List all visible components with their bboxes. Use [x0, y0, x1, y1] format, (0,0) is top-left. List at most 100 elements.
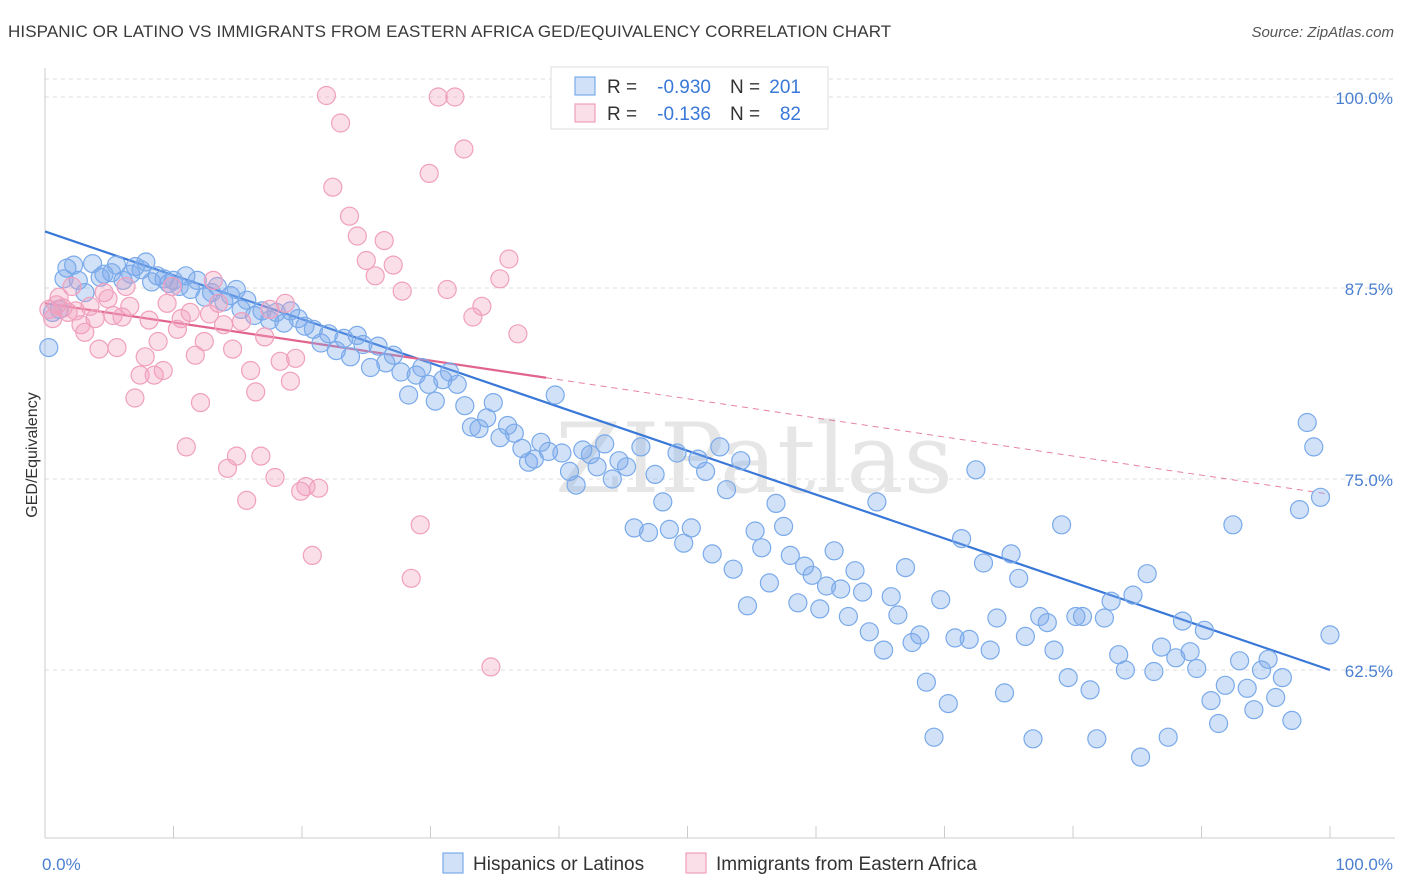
point-hispanics-45 [319, 324, 339, 344]
trend-line-hispanics [44, 230, 1331, 672]
point-eastern-africa-51 [270, 351, 290, 371]
point-eastern-africa-26 [153, 360, 173, 381]
point-hispanics-39 [274, 313, 294, 333]
point-hispanics-163 [1158, 727, 1178, 747]
point-hispanics-177 [1258, 649, 1278, 669]
point-eastern-africa-10 [80, 296, 100, 316]
point-hispanics-18 [142, 272, 162, 292]
point-hispanics-172 [1223, 515, 1243, 535]
legend-swatch-1 [574, 103, 596, 123]
point-hispanics-141 [1001, 544, 1021, 564]
legend-n-label-1: N = [730, 104, 760, 125]
point-eastern-africa-52 [275, 293, 295, 313]
y-tick-label-2: 75.0% [1345, 471, 1393, 490]
point-hispanics-137 [973, 553, 994, 573]
point-hispanics-161 [1144, 661, 1164, 682]
point-hispanics-169 [1201, 690, 1221, 711]
point-hispanics-129 [916, 672, 937, 692]
point-hispanics-3 [54, 269, 74, 289]
point-eastern-africa-62 [339, 206, 360, 226]
point-hispanics-56 [399, 385, 419, 405]
point-hispanics-120 [852, 582, 873, 602]
point-hispanics-167 [1187, 658, 1207, 679]
point-hispanics-164 [1166, 648, 1186, 668]
point-hispanics-173 [1229, 651, 1250, 671]
point-hispanics-59 [419, 374, 439, 394]
y-tick-label-1: 87.5% [1345, 280, 1393, 299]
point-hispanics-119 [845, 561, 865, 581]
point-hispanics-128 [910, 625, 930, 645]
point-eastern-africa-59 [316, 85, 336, 106]
legend-n-value-0: 201 [769, 77, 801, 98]
point-eastern-africa-46 [246, 382, 266, 402]
point-hispanics-126 [895, 557, 916, 578]
point-hispanics-71 [504, 423, 524, 443]
point-eastern-africa-63 [347, 226, 367, 246]
point-eastern-africa-81 [508, 324, 528, 344]
y-tick-label-0: 100.0% [1335, 89, 1393, 108]
legend-n-label-0: N = [730, 77, 760, 98]
point-hispanics-149 [1058, 667, 1078, 688]
point-hispanics-179 [1272, 667, 1293, 688]
data-points [39, 85, 1340, 767]
point-hispanics-155 [1101, 591, 1121, 611]
point-hispanics-105 [745, 521, 765, 541]
point-eastern-africa-21 [130, 365, 150, 385]
bottom-legend-label-1: Immigrants from Eastern Africa [716, 854, 977, 875]
point-hispanics-93 [659, 519, 680, 540]
point-hispanics-94 [667, 443, 687, 463]
point-eastern-africa-53 [280, 371, 300, 391]
point-hispanics-70 [498, 415, 518, 436]
point-hispanics-148 [1051, 515, 1072, 535]
point-hispanics-110 [780, 545, 800, 566]
point-hispanics-170 [1208, 713, 1229, 734]
point-hispanics-157 [1115, 660, 1136, 680]
point-eastern-africa-60 [323, 177, 343, 197]
point-eastern-africa-67 [383, 255, 403, 275]
point-eastern-africa-19 [120, 296, 140, 316]
trend-line-eastern-africa-dashed [546, 377, 1331, 495]
point-hispanics-99 [702, 544, 722, 564]
point-hispanics-180 [1282, 710, 1302, 731]
point-hispanics-68 [483, 393, 503, 413]
point-eastern-africa-42 [226, 446, 247, 466]
point-eastern-africa-5 [58, 302, 78, 322]
point-hispanics-101 [716, 480, 737, 500]
point-hispanics-97 [688, 449, 708, 469]
point-eastern-africa-33 [185, 345, 205, 365]
point-eastern-africa-64 [356, 250, 376, 271]
legend-r-label-1: R = [607, 104, 637, 125]
point-eastern-africa-80 [499, 249, 519, 269]
point-eastern-africa-12 [89, 339, 109, 359]
point-hispanics-108 [766, 493, 786, 513]
point-hispanics-109 [773, 516, 794, 537]
point-hispanics-92 [653, 492, 673, 512]
point-hispanics-91 [645, 464, 665, 484]
point-eastern-africa-78 [481, 657, 501, 677]
point-hispanics-55 [391, 362, 411, 382]
point-hispanics-77 [545, 385, 565, 405]
point-hispanics-176 [1251, 660, 1272, 680]
point-hispanics-152 [1080, 680, 1100, 700]
point-hispanics-154 [1094, 608, 1115, 628]
legend-r-label-0: R = [607, 77, 637, 98]
point-hispanics-17 [136, 252, 156, 272]
point-hispanics-61 [433, 370, 453, 390]
point-eastern-africa-37 [203, 270, 223, 290]
point-hispanics-104 [737, 596, 758, 616]
point-eastern-africa-72 [428, 87, 448, 107]
point-eastern-africa-71 [419, 163, 439, 183]
point-hispanics-90 [638, 522, 659, 543]
legend-box: R = -0.930 N = 201 R = -0.136 N = 82 [550, 66, 829, 130]
point-hispanics-95 [674, 533, 694, 553]
point-eastern-africa-61 [331, 113, 351, 133]
point-hispanics-174 [1237, 678, 1257, 698]
point-hispanics-0 [39, 338, 59, 358]
point-eastern-africa-45 [241, 360, 261, 381]
point-hispanics-166 [1180, 642, 1200, 662]
point-eastern-africa-73 [437, 279, 457, 300]
point-eastern-africa-28 [162, 276, 182, 297]
point-eastern-africa-29 [167, 319, 187, 339]
point-hispanics-66 [469, 419, 489, 439]
point-eastern-africa-69 [401, 568, 421, 588]
